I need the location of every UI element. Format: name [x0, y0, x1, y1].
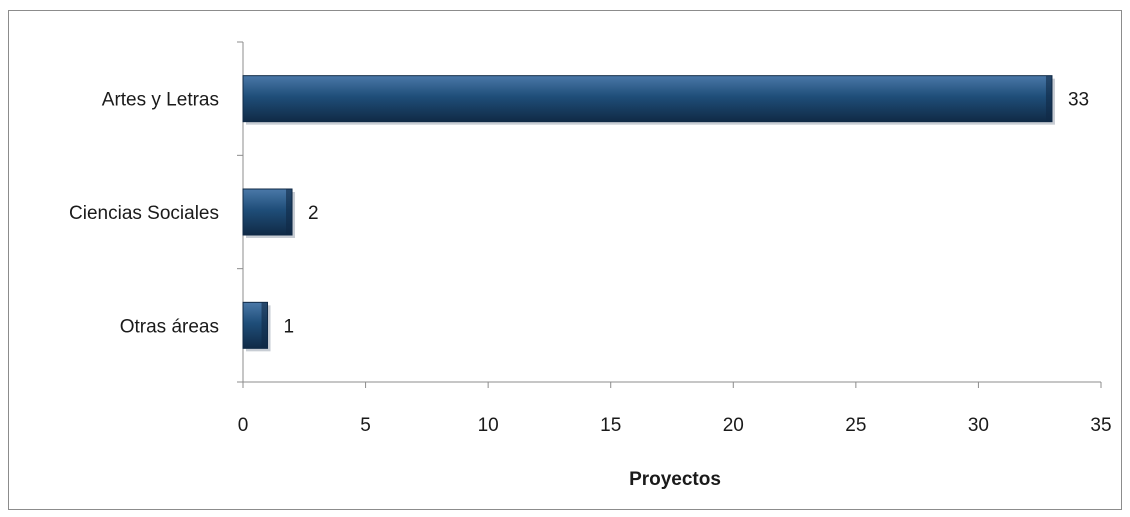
- bars-group: [242, 75, 1055, 352]
- data-labels: 33 2 1: [284, 90, 1090, 338]
- bar-bevel: [261, 302, 268, 349]
- x-tick-label: 0: [238, 415, 249, 436]
- bar-ciencias-sociales: [242, 188, 293, 236]
- category-label: Ciencias Sociales: [69, 203, 219, 224]
- x-tick-label: 10: [478, 415, 499, 436]
- x-tick-label: 15: [600, 415, 621, 436]
- x-axis-title: Proyectos: [629, 469, 721, 490]
- bar-artes-y-letras: [242, 75, 1053, 123]
- data-label: 33: [1068, 90, 1089, 111]
- x-tick-label: 25: [845, 415, 866, 436]
- category-label: Artes y Letras: [102, 90, 219, 111]
- x-tick-label: 20: [723, 415, 744, 436]
- category-label: Otras áreas: [120, 316, 219, 337]
- y-axis-ticks: [237, 41, 243, 383]
- x-tick-label: 35: [1090, 415, 1111, 436]
- data-label: 2: [308, 203, 319, 224]
- bar-bevel: [286, 189, 293, 235]
- x-tick-label: 5: [360, 415, 371, 436]
- data-label: 1: [284, 316, 295, 337]
- bar-bevel: [1045, 75, 1052, 122]
- x-tick-label: 30: [968, 415, 989, 436]
- category-labels: Artes y Letras Ciencias Sociales Otras áre…: [69, 90, 219, 338]
- x-axis-ticks: 0 5 10 15 20 25 30 35: [238, 382, 1112, 436]
